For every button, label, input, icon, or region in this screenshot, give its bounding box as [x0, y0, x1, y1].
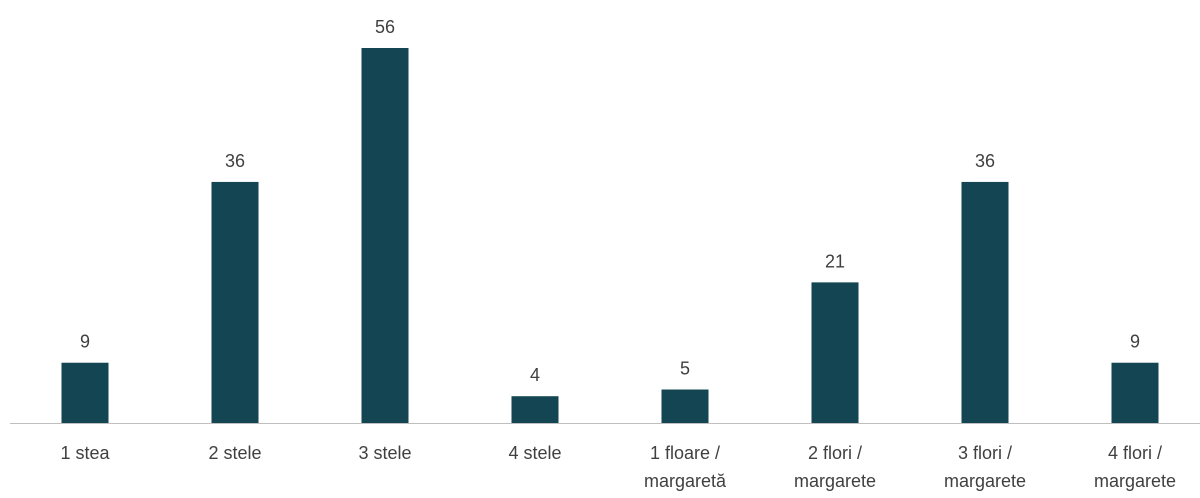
x-tick-label-5: 1 floare / margaretă [644, 443, 727, 491]
x-tick-label-4: 4 stele [508, 443, 561, 463]
bar-4 [511, 396, 559, 423]
bar-7 [961, 181, 1009, 423]
bar-8 [1111, 362, 1159, 423]
bar-2 [211, 181, 259, 423]
data-label-7: 36 [975, 151, 995, 171]
data-label-4: 4 [530, 365, 540, 385]
x-tick-label-3: 3 stele [358, 443, 411, 463]
data-label-2: 36 [225, 151, 245, 171]
x-tick-label-7: 3 flori / margarete [944, 443, 1026, 491]
data-label-5: 5 [680, 359, 690, 379]
bar-1 [61, 362, 109, 423]
x-tick-label-2: 2 stele [208, 443, 261, 463]
x-tick-label-8: 4 flori / margarete [1094, 443, 1176, 491]
bar-3 [361, 48, 409, 423]
data-label-1: 9 [80, 332, 90, 352]
data-label-6: 21 [825, 251, 845, 271]
data-label-8: 9 [1130, 332, 1140, 352]
x-tick-label-1: 1 stea [60, 443, 110, 463]
x-tick-label-6: 2 flori / margarete [794, 443, 876, 491]
bar-5 [661, 389, 709, 423]
bar-6 [811, 282, 859, 423]
data-label-3: 56 [375, 17, 395, 37]
